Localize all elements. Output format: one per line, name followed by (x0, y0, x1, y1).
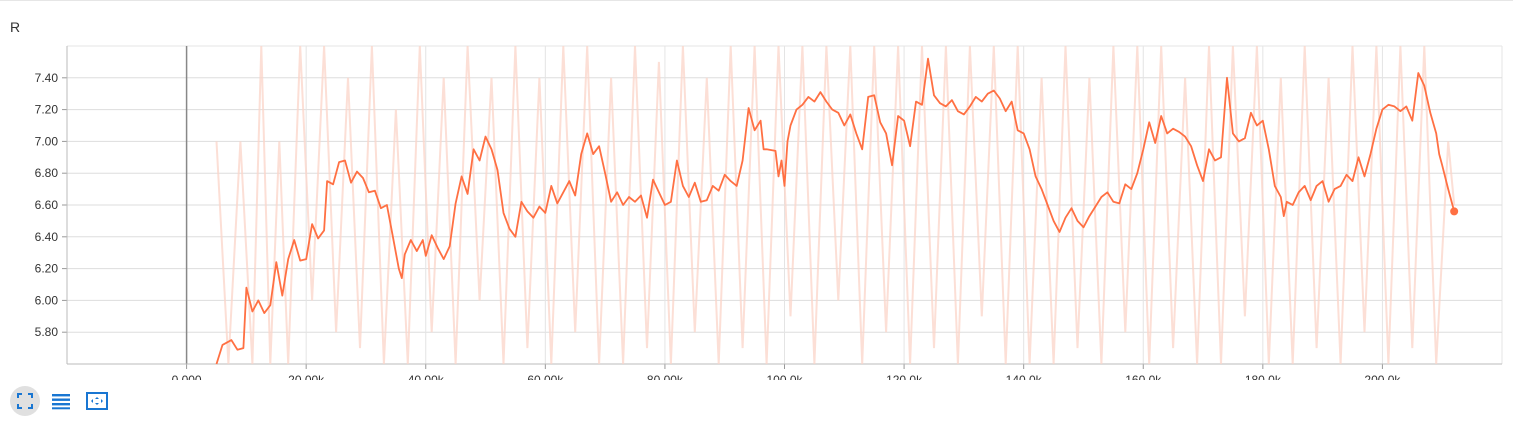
x-tick-label: 120.0k (886, 373, 923, 380)
y-tick-label: 6.20 (35, 262, 59, 276)
toggle-log-icon (52, 394, 70, 410)
last-point-marker (1450, 207, 1459, 216)
raw-series (215, 45, 1456, 365)
x-tick-label: 60.00k (527, 373, 564, 380)
chart-plot[interactable]: 0.000 20.00k 40.00k 60.00k 80.00k 100.0k 120.0… (0, 0, 1513, 380)
y-tick-label: 6.60 (35, 198, 59, 212)
chart-toolbar (10, 386, 112, 416)
x-tick-label: 140.0k (1006, 373, 1043, 380)
y-tick-label: 7.40 (35, 71, 59, 85)
fit-domain-button[interactable] (10, 386, 40, 416)
y-tick-label: 7.20 (35, 103, 59, 117)
x-tick-label: 40.00k (408, 373, 445, 380)
expand-button[interactable] (82, 386, 112, 416)
smoothed-series (215, 57, 1459, 365)
x-tick-label: 100.0k (766, 373, 803, 380)
y-tick-label: 7.00 (35, 134, 59, 148)
toggle-log-button[interactable] (46, 386, 76, 416)
y-tick-labels: 5.80 6.00 6.20 6.40 6.60 6.80 7.00 7.20 7.40 (35, 71, 59, 339)
x-tick-label: 200.0k (1364, 373, 1401, 380)
y-tick-label: 6.40 (35, 230, 59, 244)
x-tick-label: 180.0k (1245, 373, 1282, 380)
x-tick-label: 20.00k (288, 373, 325, 380)
y-tick-label: 6.00 (35, 293, 59, 307)
y-tick-label: 6.80 (35, 166, 59, 180)
x-tick-labels: 0.000 20.00k 40.00k 60.00k 80.00k 100.0k 120.0… (172, 373, 1402, 380)
raw-series-line (215, 45, 1456, 365)
top-border (0, 0, 1513, 1)
fit-domain-icon (17, 393, 33, 409)
x-tick-label: 0.000 (172, 373, 202, 380)
axes (62, 46, 1502, 369)
x-tick-label: 80.00k (647, 373, 684, 380)
chart-title: R (10, 19, 21, 35)
expand-icon (86, 392, 108, 410)
y-tick-label: 5.80 (35, 325, 59, 339)
smoothed-series-line (215, 57, 1456, 365)
x-tick-label: 160.0k (1125, 373, 1162, 380)
